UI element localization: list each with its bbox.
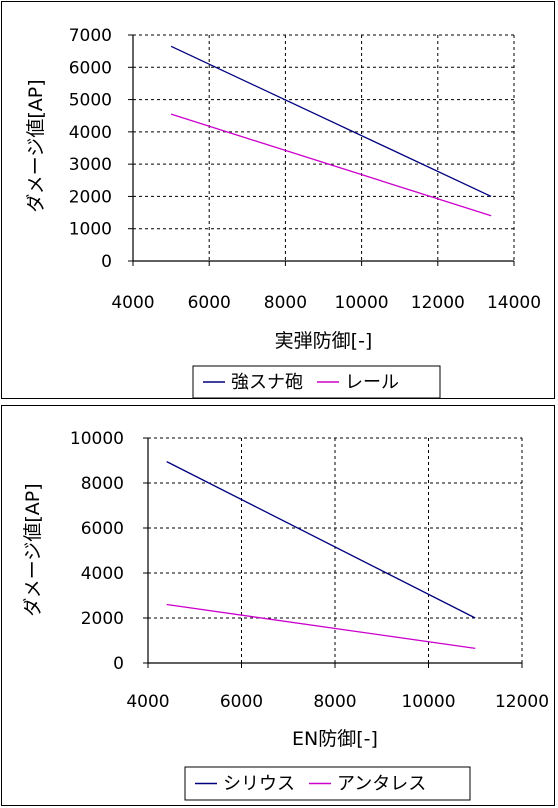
- legend-label: アンタレス: [337, 774, 426, 795]
- legend-label: 強スナ砲: [231, 372, 303, 393]
- x-tick-label: 8000: [313, 692, 356, 712]
- x-tick-label: 4000: [111, 293, 154, 313]
- series-line-1: [166, 461, 476, 619]
- x-tick-label: 8000: [264, 293, 307, 313]
- y-tick-label: 1000: [69, 220, 112, 240]
- x-tick-label: 10000: [401, 692, 455, 712]
- series-line-2: [170, 113, 492, 217]
- chart-panel-en: 0 2000 4000 6000 8000 10000 4000 6000 8000 10000 1…: [1, 405, 555, 806]
- y-tick-label: 8000: [81, 474, 124, 494]
- y-tick-label: 5000: [69, 91, 112, 111]
- x-tick-label: 6000: [188, 293, 231, 313]
- y-axis-title: ダメージ値[AP]: [25, 79, 47, 212]
- chart-panel-armor: 0 1000 2000 3000 4000 5000 6000 7000 4000 6000 800…: [1, 1, 555, 399]
- y-tick-label: 2000: [69, 187, 112, 207]
- y-tick-label: 0: [101, 252, 112, 272]
- legend-label: シリウス: [223, 774, 295, 795]
- x-axis-title: 実弾防御[-]: [275, 330, 373, 352]
- x-tick-label: 10000: [335, 293, 389, 313]
- y-axis-title: ダメージ値[AP]: [22, 483, 44, 616]
- y-tick-label: 10000: [70, 429, 124, 449]
- y-tick-label: 7000: [69, 26, 112, 46]
- legend-box: [192, 365, 441, 398]
- x-tick-label: 6000: [220, 692, 263, 712]
- x-tick-label: 14000: [487, 293, 541, 313]
- y-tick-label: 2000: [81, 609, 124, 629]
- chart-armor-svg: 0 1000 2000 3000 4000 5000 6000 7000 4000 6000 800…: [25, 26, 541, 398]
- series-line-1: [170, 45, 492, 198]
- y-tick-label: 3000: [69, 155, 112, 175]
- chart-en-svg: 0 2000 4000 6000 8000 10000 4000 6000 8000 10000 1…: [22, 429, 549, 801]
- y-tick-label: 6000: [81, 519, 124, 539]
- x-tick-label: 12000: [495, 692, 549, 712]
- x-tick-label: 12000: [411, 293, 465, 313]
- y-tick-label: 4000: [81, 564, 124, 584]
- y-tick-label: 4000: [69, 123, 112, 143]
- x-tick-label: 4000: [126, 692, 169, 712]
- series-line-2: [166, 603, 476, 650]
- y-tick-label: 6000: [69, 58, 112, 78]
- legend-label: レール: [345, 372, 399, 393]
- x-axis-title: EN防御[-]: [292, 728, 378, 750]
- y-tick-label: 0: [113, 654, 124, 674]
